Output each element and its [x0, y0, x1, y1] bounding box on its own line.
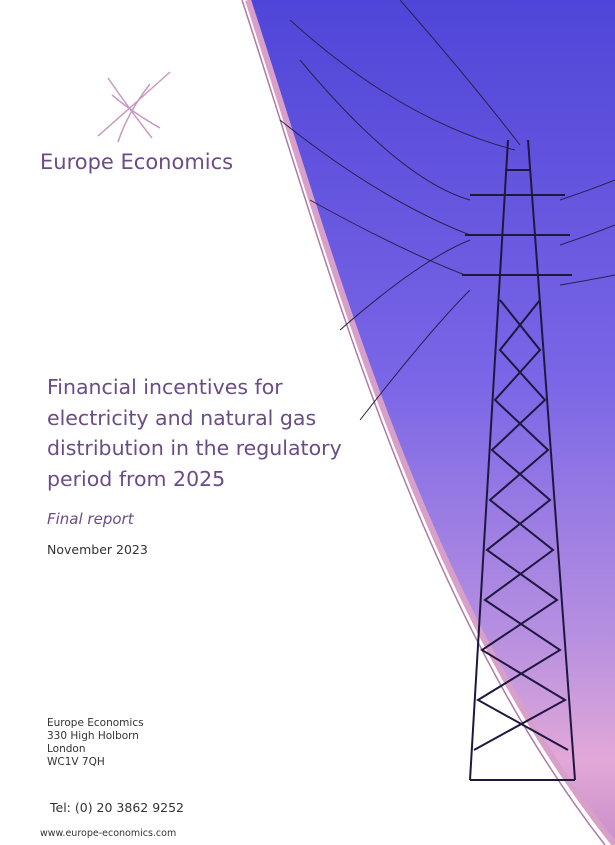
logo-mark [97, 71, 171, 143]
date: November 2023 [47, 542, 148, 557]
title-line: period from 2025 [47, 466, 226, 491]
curve-line [241, 0, 606, 845]
pylon [462, 139, 576, 781]
wires [279, 0, 615, 421]
title-line: Financial incentives for [47, 375, 283, 399]
address-line: Europe Economics [47, 717, 144, 729]
subtitle: Final report [47, 510, 134, 528]
title-line: distribution in the regulatory [47, 436, 342, 460]
title: Financial incentives for electricity and… [47, 372, 342, 494]
photo [248, 0, 615, 845]
website: www.europe-economics.com [40, 828, 177, 839]
address: Europe Economics 330 High Holborn London… [47, 717, 144, 769]
address-line: London [47, 743, 86, 755]
address-line: WC1V 7QH [47, 756, 105, 768]
logo-name: Europe Economics [40, 150, 234, 174]
title-line: electricity and natural gas [47, 405, 317, 430]
address-line: 330 High Holborn [47, 730, 139, 742]
telephone: Tel: (0) 20 3862 9252 [50, 800, 185, 815]
